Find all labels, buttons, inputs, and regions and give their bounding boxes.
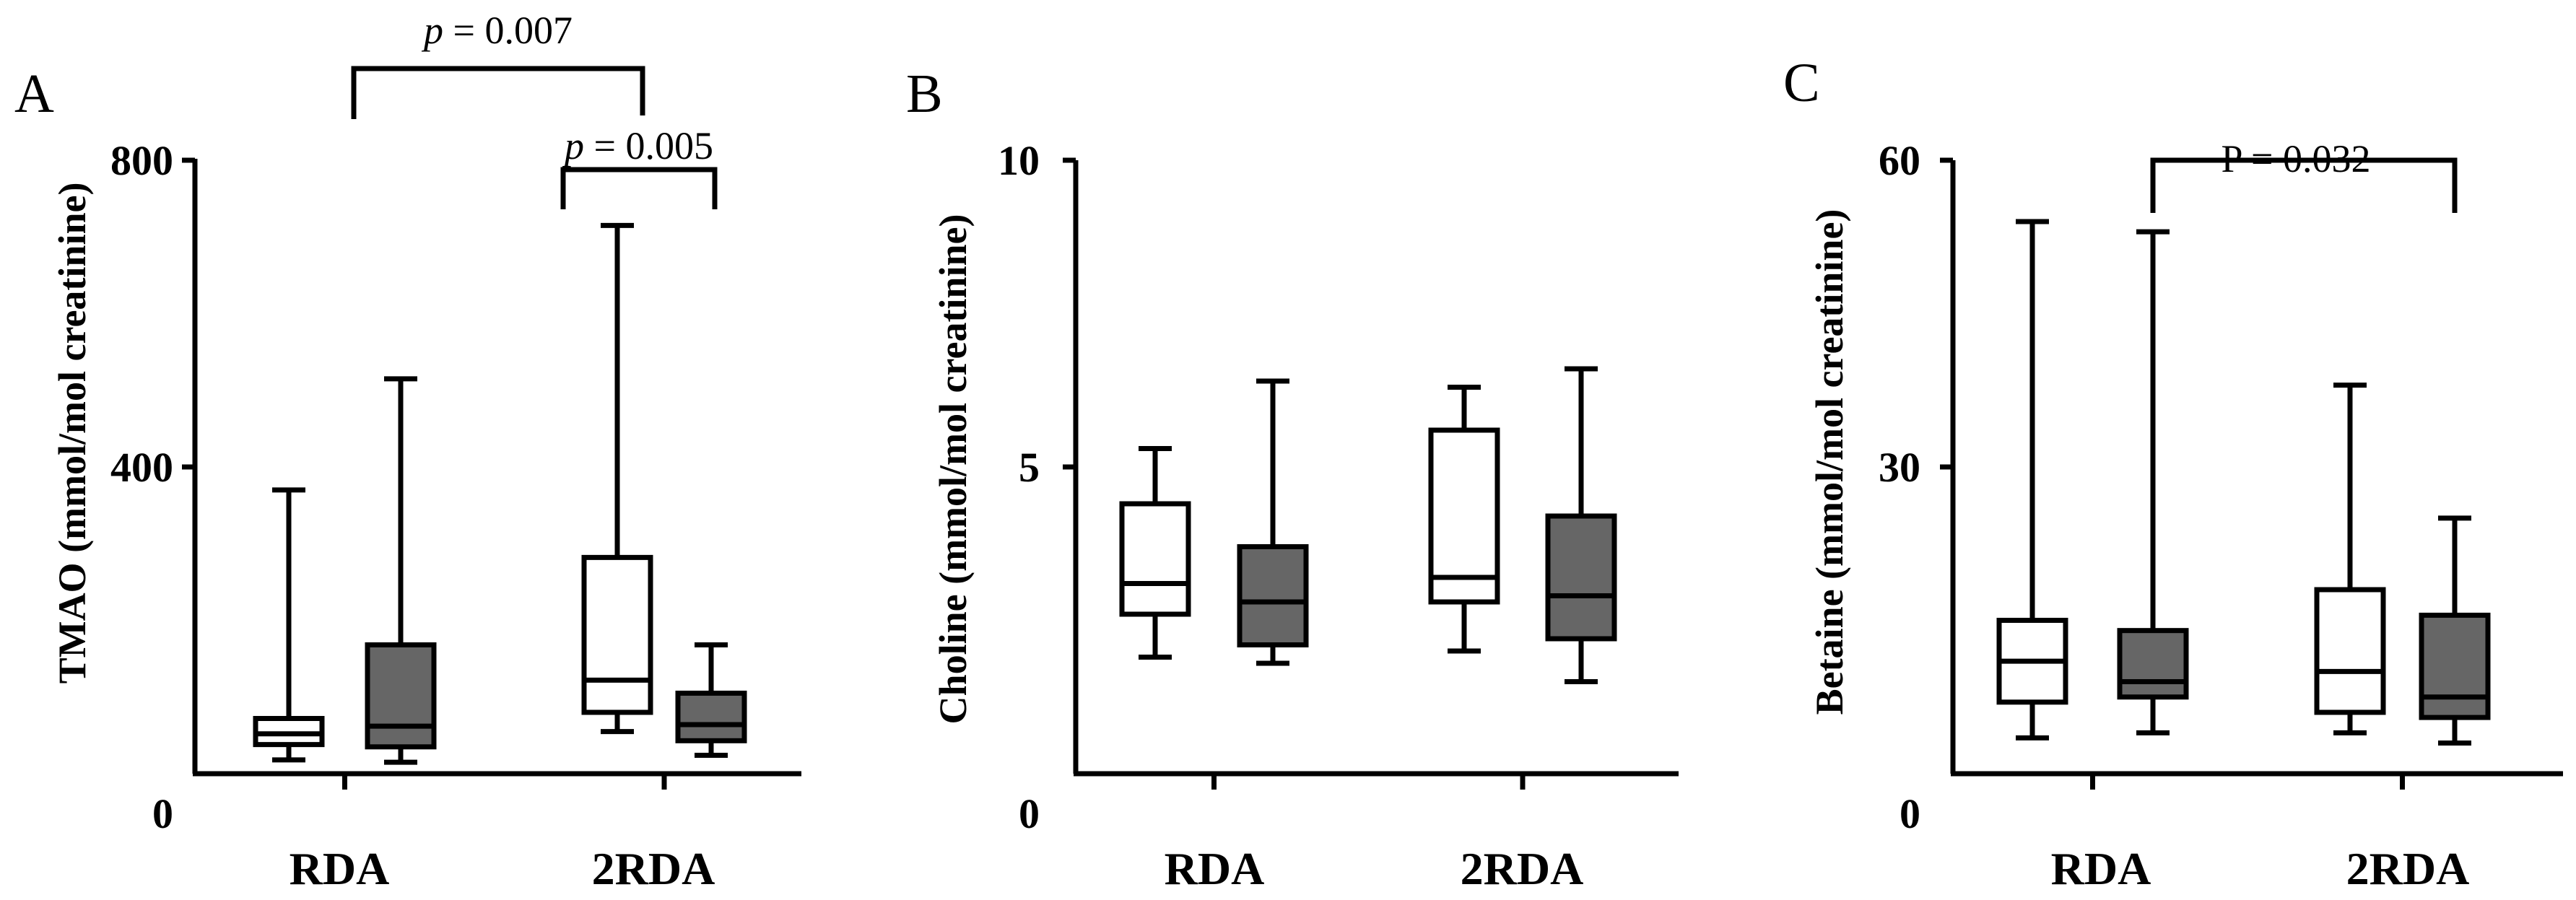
y-tick-label: 800 xyxy=(110,137,173,184)
box-iqr xyxy=(675,690,747,743)
y-tick-label: 5 xyxy=(1019,444,1040,491)
box-iqr xyxy=(1237,544,1309,647)
category-label: RDA xyxy=(1165,843,1265,894)
significance-bracket xyxy=(351,66,645,119)
p-value-annotation: p = 0.005 xyxy=(562,124,713,167)
box-plot xyxy=(1545,366,1617,684)
y-tick-label: 0 xyxy=(1900,790,1920,837)
category-label: 2RDA xyxy=(2346,843,2470,894)
box-plot xyxy=(581,222,653,735)
p-value-annotation: p = 0.007 xyxy=(421,9,573,52)
p-value-annotation: P = 0.032 xyxy=(2222,137,2371,180)
box-plot xyxy=(253,487,325,763)
panel-letter: B xyxy=(906,64,943,124)
y-tick-label: 400 xyxy=(110,444,173,491)
box-iqr xyxy=(581,554,653,715)
box-plot xyxy=(2117,229,2189,735)
y-tick-label: 10 xyxy=(998,137,1040,184)
box-iqr xyxy=(1119,501,1191,617)
y-axis-title: Choline (mmol/mol creatinine) xyxy=(931,214,975,725)
box-plot xyxy=(2419,515,2491,746)
box-iqr xyxy=(2117,628,2189,700)
box-plot xyxy=(1119,446,1191,660)
y-tick-label: 30 xyxy=(1879,444,1920,491)
box-iqr xyxy=(2419,612,2491,720)
y-axis-title: Betaine (mmol/mol creatinine) xyxy=(1808,209,1851,715)
panel-c: C Betaine (mmol/mol creatinine) RDA 2RDA… xyxy=(1783,53,2563,894)
box-plot xyxy=(1237,378,1309,666)
box-iqr xyxy=(365,642,437,750)
box-plot xyxy=(675,642,747,758)
y-axis-title: TMAO (mmol/mol creatinine) xyxy=(51,183,94,684)
box-plot xyxy=(1428,385,1500,654)
box-plot xyxy=(2314,383,2386,735)
box-plot xyxy=(365,376,437,765)
category-label: 2RDA xyxy=(592,843,715,894)
box-iqr xyxy=(2314,587,2386,715)
category-label: RDA xyxy=(290,843,390,894)
significance-bracket xyxy=(560,167,718,209)
box-iqr xyxy=(1428,427,1500,605)
panel-a: A TMAO (mmol/mol creatinine) RDA 2RDA p … xyxy=(14,9,801,894)
significance-bracket xyxy=(2150,157,2458,213)
category-label: RDA xyxy=(2051,843,2151,894)
category-label: 2RDA xyxy=(1461,843,1584,894)
box-plot xyxy=(1996,219,2068,740)
panel-letter: A xyxy=(14,64,54,124)
y-tick-label: 60 xyxy=(1879,137,1920,184)
box-iqr xyxy=(1545,513,1617,642)
panel-b: B Choline (mmol/mol creatinine) RDA 2RDA… xyxy=(906,64,1679,894)
panel-letter: C xyxy=(1783,53,1820,113)
y-tick-label: 0 xyxy=(1019,790,1040,837)
y-tick-label: 0 xyxy=(152,790,173,837)
